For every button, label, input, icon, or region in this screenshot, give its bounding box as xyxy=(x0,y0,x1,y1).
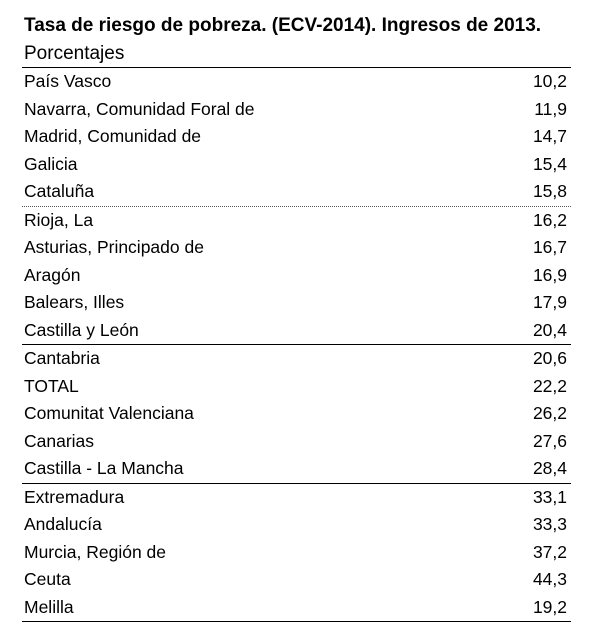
table-row: Canarias 27,6 xyxy=(22,428,571,456)
table-row: Aragón 16,9 xyxy=(22,262,571,290)
rate-value: 16,9 xyxy=(532,264,567,285)
table-row: Murcia, Región de 37,2 xyxy=(22,539,571,567)
region-name: País Vasco xyxy=(24,71,112,91)
title: Tasa de riesgo de pobreza. (ECV-2014). I… xyxy=(24,12,574,68)
rate-value: 28,4 xyxy=(532,458,567,478)
region-name: Balears, Illes xyxy=(24,292,125,312)
table-row: Castilla - La Mancha 28,4 xyxy=(22,455,571,484)
region-name: Ceuta xyxy=(24,569,71,589)
rate-value: 15,8 xyxy=(532,181,567,201)
region-name: TOTAL xyxy=(24,375,79,396)
rate-value: 16,2 xyxy=(532,209,567,230)
region-name: Extremadura xyxy=(24,486,125,507)
table-row: Cataluña 15,8 xyxy=(22,178,571,207)
title-unit: Porcentajes xyxy=(24,43,125,64)
rate-value: 20,6 xyxy=(532,348,567,368)
rate-value: 22,2 xyxy=(532,375,567,396)
rate-value: 26,2 xyxy=(532,403,567,423)
region-name: Aragón xyxy=(24,264,81,285)
region-name: Castilla - La Mancha xyxy=(24,458,184,478)
table-row: TOTAL 22,2 xyxy=(22,373,571,401)
region-name: Madrid, Comunidad de xyxy=(24,126,202,146)
region-name: Canarias xyxy=(24,430,95,451)
rate-value: 17,9 xyxy=(532,292,567,312)
table-row: Galicia 15,4 xyxy=(22,151,571,179)
table-row: Ceuta 44,3 xyxy=(22,566,571,594)
region-name: Navarra, Comunidad Foral de xyxy=(24,98,255,119)
rate-value: 27,6 xyxy=(532,430,567,451)
region-name: Comunitat Valenciana xyxy=(24,403,194,423)
rate-value: 37,2 xyxy=(532,541,567,562)
rate-value: 33,3 xyxy=(532,514,567,534)
table: País Vasco 10,2 Navarra, Comunidad Foral d… xyxy=(22,67,571,622)
region-name: Murcia, Región de xyxy=(24,541,167,562)
table-row: Extremadura 33,1 xyxy=(22,484,571,512)
table-row: Melilla 19,2 xyxy=(22,594,571,622)
rate-value: 11,9 xyxy=(534,98,567,119)
region-name: Cataluña xyxy=(24,181,95,201)
table-row: Comunitat Valenciana 26,2 xyxy=(22,400,571,428)
region-name: Melilla xyxy=(24,596,74,617)
table-row: Cantabria 20,6 xyxy=(22,345,571,373)
region-name: Andalucía xyxy=(24,514,102,534)
table-row: Castilla y León 20,4 xyxy=(22,317,571,345)
table-row: País Vasco 10,2 xyxy=(22,68,571,96)
region-name: Cantabria xyxy=(24,348,100,368)
rate-value: 14,7 xyxy=(532,126,567,146)
table-row: Rioja, La 16,2 xyxy=(22,207,571,235)
table-row: Asturias, Principado de 16,7 xyxy=(22,234,571,262)
title-bold: Tasa de riesgo de pobreza. (ECV-2014). I… xyxy=(24,15,542,36)
region-name: Castilla y León xyxy=(24,319,139,340)
table-row: Balears, Illes 17,9 xyxy=(22,289,571,317)
rate-value: 15,4 xyxy=(532,153,567,174)
rate-value: 16,7 xyxy=(532,237,567,257)
table-row: Navarra, Comunidad Foral de 11,9 xyxy=(22,96,571,124)
region-name: Galicia xyxy=(24,153,78,174)
region-name: Rioja, La xyxy=(24,209,94,230)
rate-value: 19,2 xyxy=(532,596,567,617)
rate-value: 44,3 xyxy=(532,569,567,589)
rate-value: 10,2 xyxy=(532,71,567,91)
table-row: Madrid, Comunidad de 14,7 xyxy=(22,123,571,151)
rate-value: 20,4 xyxy=(532,319,567,340)
region-name: Asturias, Principado de xyxy=(24,237,204,257)
table-row: Andalucía 33,3 xyxy=(22,511,571,539)
rate-value: 33,1 xyxy=(532,486,567,507)
